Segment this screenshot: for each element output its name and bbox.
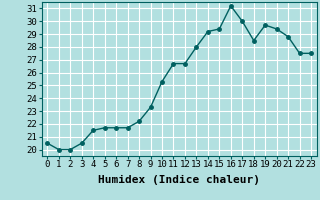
X-axis label: Humidex (Indice chaleur): Humidex (Indice chaleur) <box>98 175 260 185</box>
